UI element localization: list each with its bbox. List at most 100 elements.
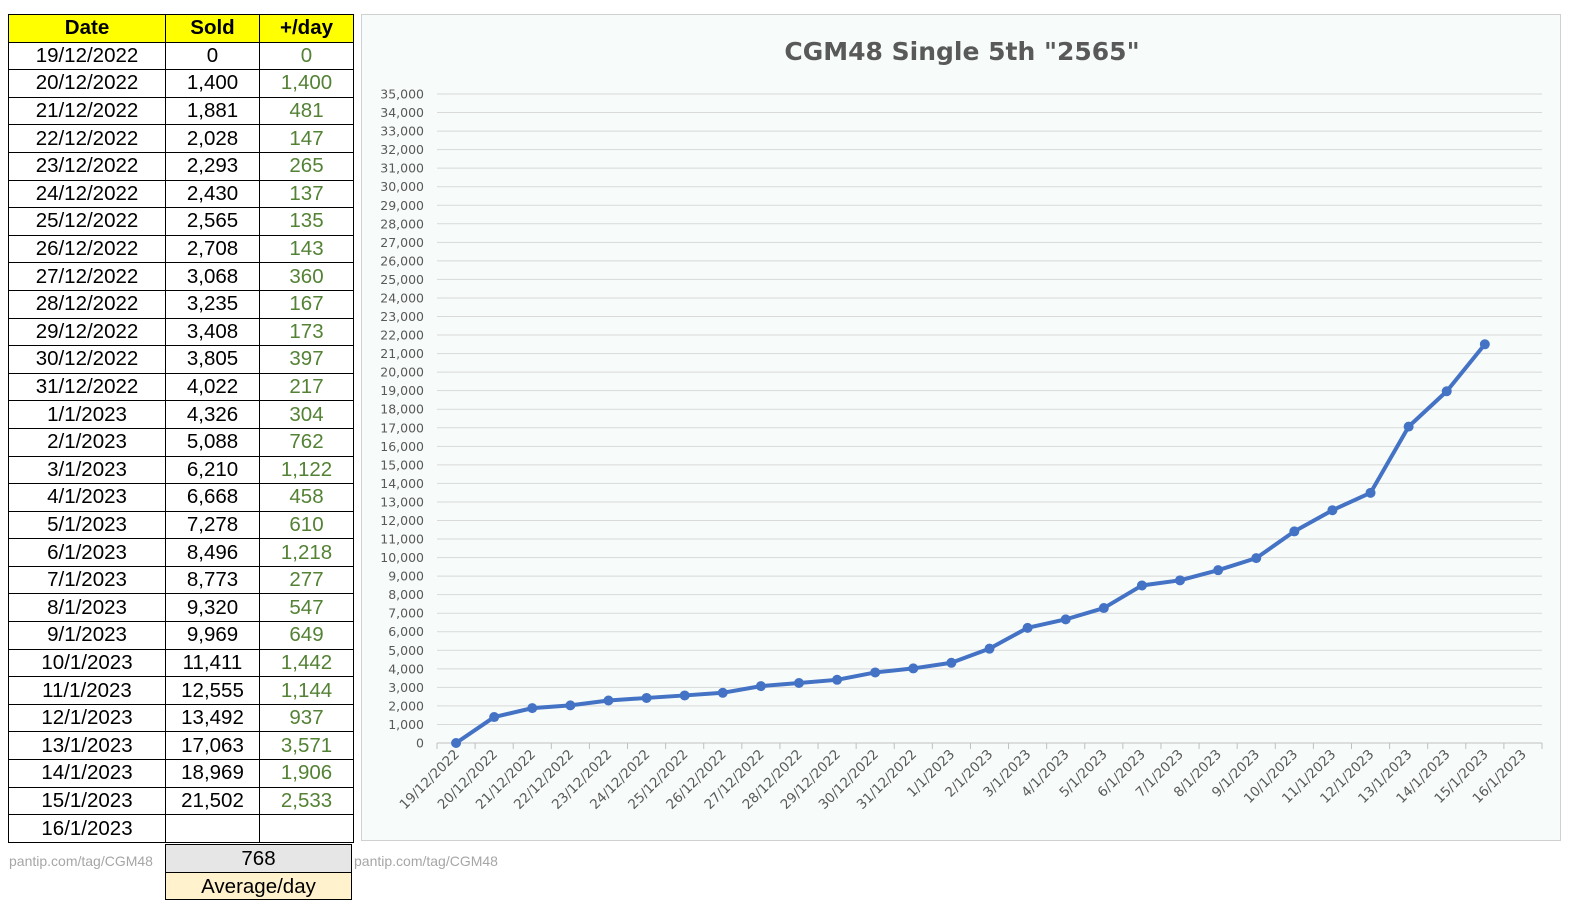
cell-per-day: 147 <box>259 124 354 153</box>
chart-area: CGM48 Single 5th "2565" 0 1,000 2,000 3,000… <box>361 14 1561 841</box>
cell-date: 1/1/2023 <box>8 400 166 429</box>
x-axis-ticks: 19/12/202220/12/202221/12/202222/12/2022… <box>397 743 1543 813</box>
y-tick-label: 6,000 <box>388 624 424 639</box>
cell-sold: 18,969 <box>165 759 260 788</box>
data-point <box>755 681 766 692</box>
data-point <box>1289 526 1300 537</box>
table-row: 19/12/2022 0 0 <box>8 41 354 71</box>
data-point <box>984 643 995 654</box>
data-point <box>717 687 728 698</box>
cell-date: 27/12/2022 <box>8 262 166 291</box>
cell-date: 26/12/2022 <box>8 234 166 264</box>
data-point <box>1479 339 1490 350</box>
y-tick-label: 19,000 <box>380 383 424 398</box>
cell-per-day: 1,442 <box>259 648 354 678</box>
cell-per-day: 360 <box>259 262 354 291</box>
y-tick-label: 17,000 <box>380 420 424 435</box>
cell-per-day: 762 <box>259 427 354 457</box>
cell-date: 6/1/2023 <box>8 538 166 567</box>
y-tick-label: 34,000 <box>380 105 424 120</box>
y-tick-label: 29,000 <box>380 198 424 213</box>
table-row: 30/12/2022 3,805 397 <box>8 345 354 374</box>
average-per-day-label: Average/day <box>165 872 352 900</box>
cell-sold: 2,430 <box>165 179 260 209</box>
data-point <box>1060 614 1071 625</box>
data-point <box>565 700 576 711</box>
cell-sold: 7,278 <box>165 510 260 540</box>
cell-sold: 2,028 <box>165 124 260 153</box>
table-row: 10/1/2023 11,411 1,442 <box>8 648 354 678</box>
y-tick-label: 12,000 <box>380 513 424 528</box>
cell-date: 30/12/2022 <box>8 345 166 374</box>
y-tick-label: 9,000 <box>388 569 424 584</box>
cell-per-day: 265 <box>259 151 354 181</box>
table-row: 1/1/2023 4,326 304 <box>8 400 354 429</box>
cell-per-day: 173 <box>259 317 354 347</box>
cell-per-day: 1,122 <box>259 455 354 485</box>
table-row: 13/1/2023 17,063 3,571 <box>8 731 354 761</box>
table-row: 26/12/2022 2,708 143 <box>8 234 354 264</box>
table-row: 15/1/2023 21,502 2,533 <box>8 786 354 816</box>
series-line <box>454 342 1487 745</box>
y-tick-label: 16,000 <box>380 439 424 454</box>
table-row: 2/1/2023 5,088 762 <box>8 427 354 457</box>
cell-date: 5/1/2023 <box>8 510 166 540</box>
cell-per-day: 1,906 <box>259 759 354 788</box>
y-tick-label: 3,000 <box>388 680 424 695</box>
table-row: 14/1/2023 18,969 1,906 <box>8 759 354 788</box>
table-row: 11/1/2023 12,555 1,144 <box>8 676 354 705</box>
cell-date: 3/1/2023 <box>8 455 166 485</box>
y-tick-label: 0 <box>416 736 424 751</box>
cell-date: 29/12/2022 <box>8 317 166 347</box>
y-tick-label: 32,000 <box>380 142 424 157</box>
cell-sold: 8,773 <box>165 565 260 595</box>
cell-date: 25/12/2022 <box>8 207 166 236</box>
cell-date: 20/12/2022 <box>8 69 166 98</box>
y-tick-label: 27,000 <box>380 235 424 250</box>
cell-per-day: 547 <box>259 593 354 623</box>
cell-per-day: 1,400 <box>259 69 354 98</box>
cell-date: 23/12/2022 <box>8 151 166 181</box>
data-point <box>1327 505 1338 516</box>
cell-per-day: 397 <box>259 345 354 374</box>
y-tick-label: 33,000 <box>380 124 424 139</box>
cell-sold: 6,668 <box>165 483 260 512</box>
y-tick-label: 5,000 <box>388 643 424 658</box>
y-tick-label: 7,000 <box>388 606 424 621</box>
y-tick-label: 35,000 <box>380 87 424 102</box>
y-tick-label: 30,000 <box>380 179 424 194</box>
y-tick-label: 20,000 <box>380 365 424 380</box>
data-point <box>679 690 690 701</box>
data-point <box>946 657 957 668</box>
cell-per-day <box>259 814 354 843</box>
y-tick-label: 8,000 <box>388 587 424 602</box>
cell-date: 8/1/2023 <box>8 593 166 623</box>
data-point <box>641 692 652 703</box>
data-point <box>1175 575 1186 586</box>
y-tick-label: 31,000 <box>380 161 424 176</box>
table-row: 20/12/2022 1,400 1,400 <box>8 69 354 98</box>
table-row: 23/12/2022 2,293 265 <box>8 151 354 181</box>
data-point <box>1251 553 1262 564</box>
cell-date: 24/12/2022 <box>8 179 166 209</box>
table-row: 4/1/2023 6,668 458 <box>8 483 354 512</box>
cell-sold: 1,400 <box>165 69 260 98</box>
cell-per-day: 0 <box>259 41 354 71</box>
cell-date: 7/1/2023 <box>8 565 166 595</box>
cell-sold: 11,411 <box>165 648 260 678</box>
sales-table: Date Sold +/day 19/12/2022 0 0 20/12/2022 1,… <box>8 14 354 843</box>
table-row: 24/12/2022 2,430 137 <box>8 179 354 209</box>
data-point <box>870 667 881 678</box>
table-header-row: Date Sold +/day <box>8 14 354 43</box>
table-row: 29/12/2022 3,408 173 <box>8 317 354 347</box>
cell-sold <box>165 814 260 843</box>
table-row: 22/12/2022 2,028 147 <box>8 124 354 153</box>
cell-date: 31/12/2022 <box>8 372 166 402</box>
data-point <box>1098 603 1109 614</box>
cell-date: 15/1/2023 <box>8 786 166 816</box>
cell-date: 11/1/2023 <box>8 676 166 705</box>
table-row: 25/12/2022 2,565 135 <box>8 207 354 236</box>
cell-date: 28/12/2022 <box>8 289 166 319</box>
y-tick-label: 24,000 <box>380 290 424 305</box>
table-row: 5/1/2023 7,278 610 <box>8 510 354 540</box>
